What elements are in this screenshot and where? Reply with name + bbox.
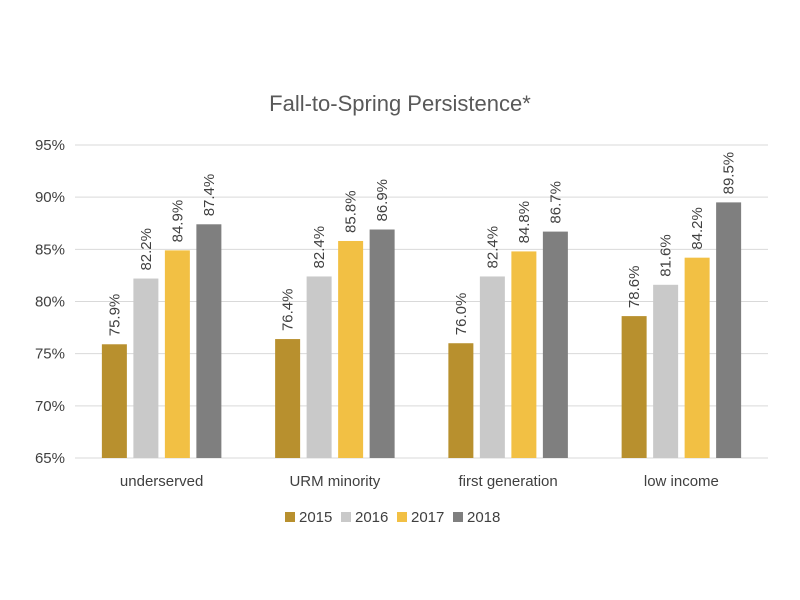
chart-title: Fall-to-Spring Persistence* [269,91,531,116]
bar-2017 [684,257,710,458]
bars [101,202,742,458]
category-label: low income [644,473,719,490]
data-label: 85.8% [343,190,360,233]
bar-2018 [369,229,395,458]
bar-2016 [653,284,679,458]
bar-2015 [448,343,474,458]
data-label: 84.8% [516,201,533,244]
y-axis-ticks: 65% 70% 75% 80% 85% 90% 95% [35,137,65,467]
data-labels: 75.9% 82.2% 84.9% 87.4% 76.4% 82.4% 85.8% 86.9%… [106,152,737,336]
bar-2018 [542,231,568,458]
legend-swatch [397,512,407,522]
y-tick-label: 75% [35,346,65,363]
category-label: first generation [459,473,558,490]
bar-2017 [164,250,190,458]
bar-2016 [479,276,505,458]
data-label: 87.4% [201,174,218,217]
legend-label: 2015 [299,509,332,526]
data-label: 82.4% [311,226,328,269]
data-label: 84.2% [689,207,706,250]
data-label: 78.6% [626,266,643,309]
bar-2017 [338,240,364,458]
bar-2018 [716,202,742,458]
data-label: 81.6% [658,234,675,277]
data-label: 75.9% [106,294,123,337]
legend-label: 2017 [411,509,444,526]
data-label: 76.4% [280,289,297,332]
bar-2015 [101,344,127,458]
y-tick-label: 80% [35,294,65,311]
bar-2015 [275,339,301,458]
bar-2017 [511,251,537,458]
bar-2018 [196,224,222,458]
x-axis-categories: underserved URM minority first generation l… [120,473,719,490]
category-label: underserved [120,473,203,490]
y-tick-label: 95% [35,137,65,154]
legend-label: 2016 [355,509,388,526]
data-label: 82.4% [484,226,501,269]
data-label: 84.9% [169,200,186,243]
legend: 2015 2016 2017 2018 [285,509,500,526]
bar-2016 [306,276,332,458]
data-label: 86.9% [374,179,391,222]
y-tick-label: 85% [35,241,65,258]
y-tick-label: 90% [35,189,65,206]
data-label: 76.0% [453,293,470,336]
data-label: 86.7% [547,181,564,224]
data-label: 89.5% [721,152,738,195]
gridlines [75,144,768,459]
legend-swatch [285,512,295,522]
category-label: URM minority [289,473,380,490]
y-tick-label: 70% [35,398,65,415]
legend-swatch [341,512,351,522]
bar-2015 [621,316,647,458]
data-label: 82.2% [138,228,155,271]
legend-label: 2018 [467,509,500,526]
legend-swatch [453,512,463,522]
y-tick-label: 65% [35,450,65,467]
bar-2016 [133,278,159,458]
